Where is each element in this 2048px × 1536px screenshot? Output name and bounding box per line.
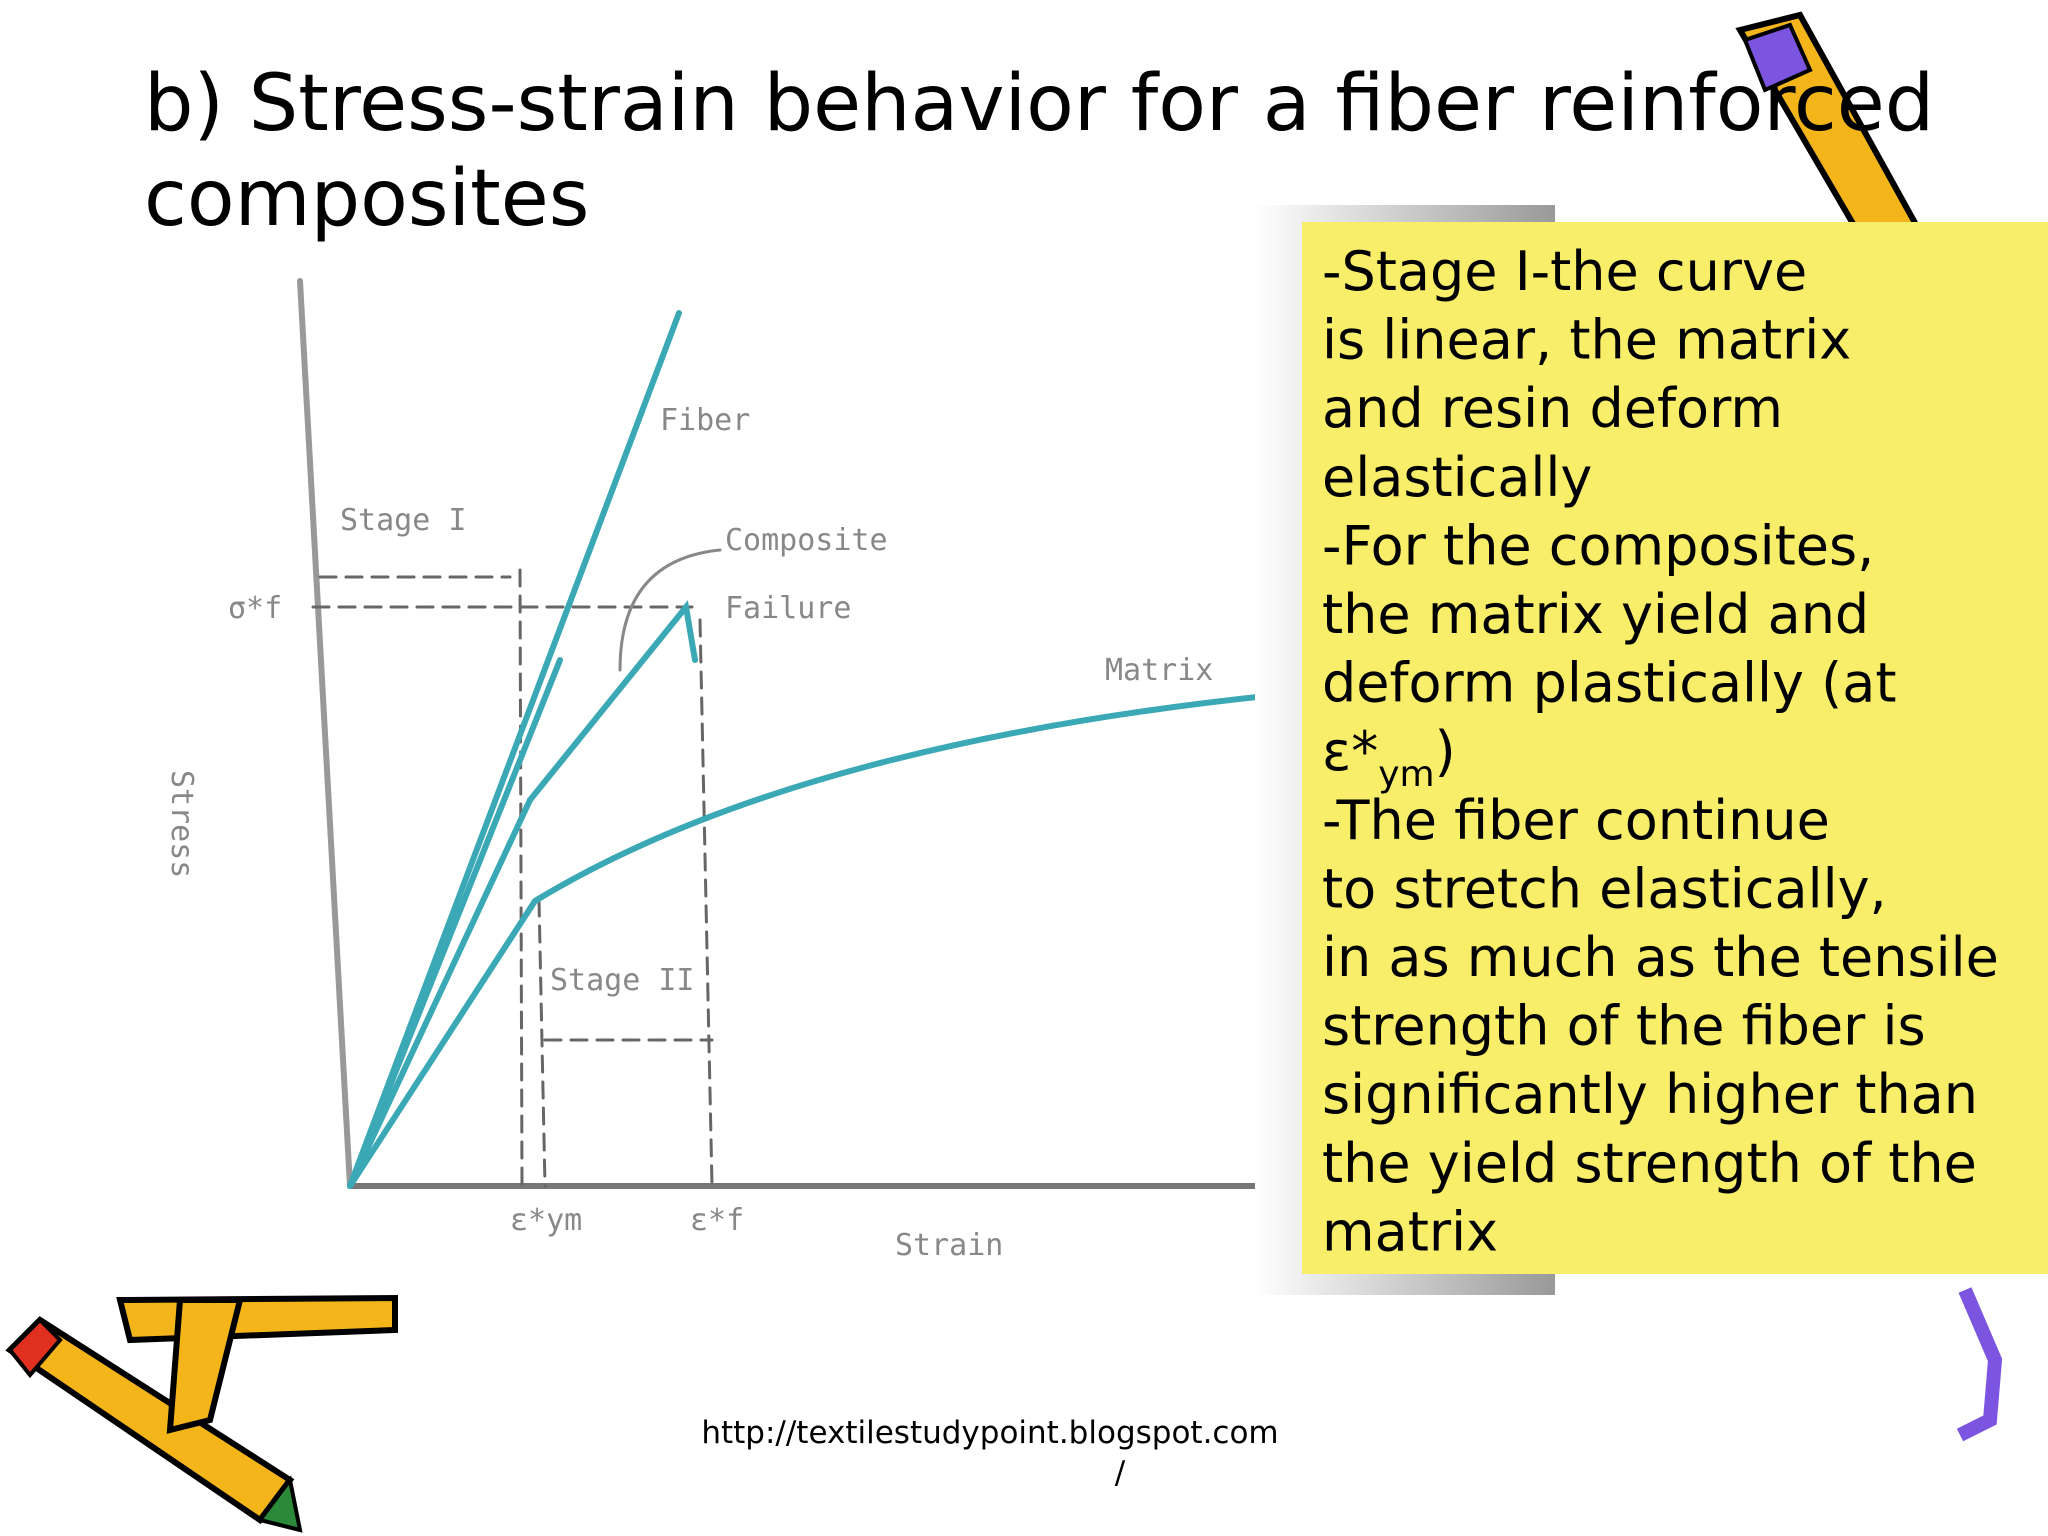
note-line: matrix xyxy=(1322,1200,1498,1263)
diagram: Fiber Composite Failure Matrix Stage I S… xyxy=(164,278,1309,1263)
note-line: -For the composites, xyxy=(1322,514,1874,577)
pencils-bottom-left xyxy=(5,1294,398,1533)
note-line: in as much as the tensile xyxy=(1322,926,1999,989)
symbol: ε* xyxy=(1322,720,1378,783)
dashed-line xyxy=(518,568,524,1188)
matrix-curve xyxy=(347,689,1309,1189)
dashed-line xyxy=(698,618,714,1188)
note-line: ε*ym) xyxy=(1322,720,1456,795)
label: ε*f xyxy=(690,1203,744,1238)
note-line: to stretch elastically, xyxy=(1322,857,1887,920)
composite-curve xyxy=(347,657,563,1189)
note-line: and resin deform xyxy=(1322,377,1783,440)
footer: http://textilestudypoint.blogspot.com xyxy=(701,1415,1278,1451)
title-line: composites xyxy=(144,154,589,244)
label: Strain xyxy=(895,1228,1003,1263)
dashed-line xyxy=(537,898,547,1188)
pencil-top-right xyxy=(1735,11,1935,274)
label: Failure xyxy=(725,591,851,626)
note-line: -The fiber continue xyxy=(1322,789,1830,852)
note-line: significantly higher than xyxy=(1322,1063,1978,1126)
label: Stress xyxy=(164,770,199,878)
label: σ*f xyxy=(228,591,282,626)
note-line: the matrix yield and xyxy=(1322,583,1869,646)
pencil-right xyxy=(1956,1287,2003,1442)
composite-curve xyxy=(527,599,698,803)
note-box xyxy=(1302,222,2048,1274)
footer: / xyxy=(1115,1455,1126,1491)
subscript: ym xyxy=(1378,754,1434,795)
note-line: deform plastically (at xyxy=(1322,652,1897,715)
label: ε*ym xyxy=(510,1203,582,1238)
arrow xyxy=(618,548,722,672)
label: Stage II xyxy=(550,963,695,998)
fiber-curve xyxy=(347,310,682,1189)
note-line: elastically xyxy=(1322,446,1592,509)
note-line: the yield strength of the xyxy=(1322,1132,1977,1195)
label: Matrix xyxy=(1105,653,1213,688)
y-axis xyxy=(297,278,353,1189)
title-line: b) Stress-strain behavior for a fiber re… xyxy=(144,59,1934,149)
label: Stage I xyxy=(340,503,466,538)
note-line: strength of the fiber is xyxy=(1322,995,1926,1058)
label: Fiber xyxy=(660,403,750,438)
note-line: -Stage I-the curve xyxy=(1322,240,1807,303)
label: Composite xyxy=(725,523,888,558)
composite-curve xyxy=(347,797,533,1189)
text: ) xyxy=(1435,720,1456,783)
note-line: is linear, the matrix xyxy=(1322,309,1851,372)
